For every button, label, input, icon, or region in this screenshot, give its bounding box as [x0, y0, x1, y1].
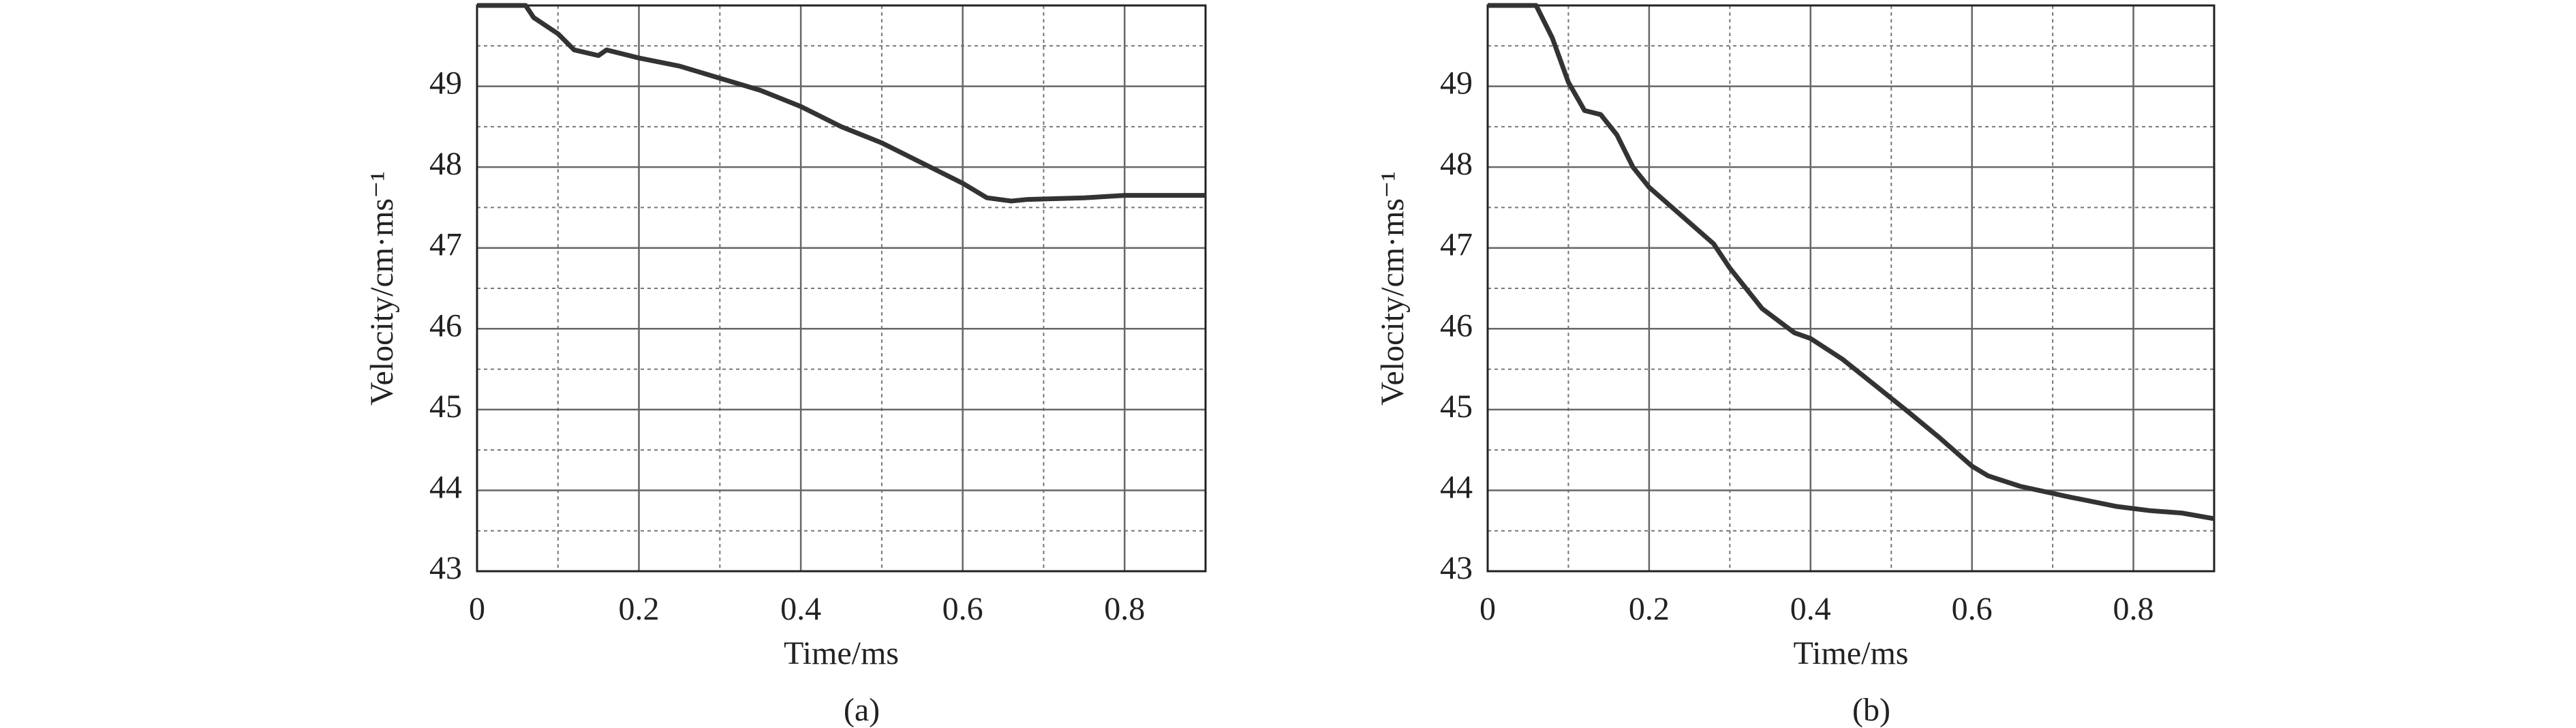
x-tick-label: 0.6	[1952, 591, 1993, 627]
y-axis-label: Velocity/cm·ms⁻¹	[1375, 171, 1411, 406]
x-axis-label: Time/ms	[1794, 635, 1909, 671]
y-tick-label: 44	[429, 469, 462, 505]
data-line	[477, 3, 1206, 204]
caption: (a)	[844, 692, 880, 728]
y-tick-label: 43	[429, 550, 462, 586]
x-tick-label: 0.2	[1629, 591, 1670, 627]
y-tick-label: 46	[429, 307, 462, 344]
plot-frame	[1486, 4, 2215, 573]
y-tick-label: 48	[1440, 146, 1473, 182]
x-tick-label: 0.2	[619, 591, 660, 627]
y-tick-label: 46	[1440, 307, 1473, 344]
y-tick-label: 45	[1440, 389, 1473, 425]
x-tick-label: 0.8	[1104, 591, 1145, 627]
y-tick-label: 44	[1440, 469, 1473, 505]
y-tick-label: 47	[1440, 227, 1473, 263]
x-axis-label: Time/ms	[784, 635, 899, 671]
data-line	[1488, 3, 2215, 521]
x-tick-label: 0.8	[2113, 591, 2154, 627]
plot-frame	[476, 4, 1207, 573]
y-tick-label: 47	[429, 227, 462, 263]
caption: (b)	[1852, 692, 1890, 728]
x-tick-label: 0	[1479, 591, 1496, 627]
y-axis-label: Velocity/cm·ms⁻¹	[364, 171, 400, 406]
y-tick-label: 43	[1440, 550, 1473, 586]
x-tick-label: 0	[469, 591, 485, 627]
y-tick-label: 49	[1440, 65, 1473, 102]
y-tick-label: 49	[429, 65, 462, 102]
x-tick-label: 0.6	[942, 591, 983, 627]
x-tick-label: 0.4	[1790, 591, 1831, 627]
y-tick-label: 48	[429, 146, 462, 182]
x-tick-label: 0.4	[780, 591, 821, 627]
y-tick-label: 45	[429, 389, 462, 425]
